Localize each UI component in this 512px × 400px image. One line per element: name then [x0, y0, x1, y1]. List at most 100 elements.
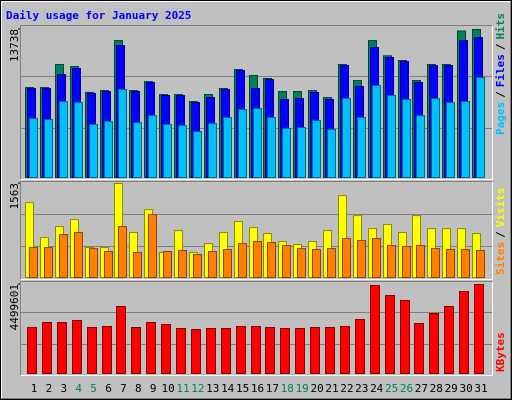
bar [59, 234, 68, 278]
bar [178, 124, 187, 178]
bevel [20, 25, 493, 180]
y-tick-label: 4499601 [8, 284, 21, 330]
bar [193, 254, 202, 278]
bar [310, 327, 320, 375]
bar [282, 245, 291, 279]
bar [342, 98, 351, 178]
bar [131, 327, 141, 375]
bar [385, 295, 395, 375]
bar [221, 327, 231, 374]
bevel [20, 181, 493, 280]
legend-entry: Files [494, 54, 507, 87]
x-tick-label: 18 [281, 382, 294, 395]
bar [251, 325, 261, 374]
bar [342, 238, 351, 278]
bar [146, 322, 156, 374]
x-tick-label: 12 [191, 382, 204, 395]
bar [253, 241, 262, 278]
bar [357, 116, 366, 179]
x-tick-label: 26 [400, 382, 413, 395]
bar [193, 130, 202, 179]
bar [400, 299, 410, 375]
bar [223, 116, 232, 179]
x-tick-label: 14 [221, 382, 235, 395]
bar [59, 101, 68, 178]
bar [372, 84, 381, 178]
bar [27, 327, 37, 375]
bar [133, 252, 142, 278]
chart-title: Daily usage for January 2025 [6, 9, 191, 22]
bar [89, 248, 98, 278]
x-tick-label: 25 [385, 382, 398, 395]
x-tick-label: 2 [46, 382, 53, 395]
bar [446, 102, 455, 178]
bar [282, 127, 291, 179]
bar [118, 88, 127, 178]
x-tick-label: 21 [325, 382, 338, 395]
bar [72, 320, 82, 374]
bar [295, 327, 305, 374]
bar [206, 327, 216, 374]
bar [327, 248, 336, 278]
legend-separator: / [494, 231, 507, 238]
x-tick-label: 7 [120, 382, 127, 395]
bar [267, 242, 276, 279]
bar [387, 95, 396, 178]
y-tick-label: 1563 [8, 183, 21, 210]
bar [459, 291, 469, 375]
bar [44, 119, 53, 178]
legend: Sites / Visits [494, 188, 507, 276]
x-tick-label: 31 [474, 382, 487, 395]
x-tick-label: 16 [251, 382, 264, 395]
bar [357, 240, 366, 278]
legend: Pages / Files / Hits [494, 13, 507, 135]
x-tick-label: 6 [105, 382, 112, 395]
bar [163, 123, 172, 178]
bar [42, 322, 52, 374]
x-tick-label: 23 [355, 382, 368, 395]
legend: KBytes [494, 332, 507, 372]
bar [431, 248, 440, 278]
bar [416, 115, 425, 178]
x-tick-label: 13 [206, 382, 219, 395]
bar [74, 232, 83, 279]
x-tick-label: 1 [31, 382, 38, 395]
bar [238, 243, 247, 278]
bar [370, 285, 380, 374]
bar [44, 247, 53, 279]
bar [148, 115, 157, 178]
x-tick-label: 4 [75, 382, 82, 395]
legend-separator: / [494, 91, 507, 98]
bar [327, 129, 336, 179]
bevel [20, 281, 493, 376]
bar [312, 120, 321, 178]
bar [267, 116, 276, 179]
bar [116, 306, 126, 374]
bar [416, 245, 425, 279]
bar [265, 327, 275, 375]
bar [208, 123, 217, 178]
bar [208, 251, 217, 279]
bar [133, 122, 142, 178]
x-tick-label: 30 [459, 382, 472, 395]
x-tick-label: 11 [176, 382, 189, 395]
bar [178, 250, 187, 279]
bar [253, 108, 262, 178]
bar [340, 325, 350, 374]
bar [104, 120, 113, 178]
legend-entry: Pages [494, 102, 507, 135]
bar [102, 325, 112, 374]
bar [446, 249, 455, 278]
bar [325, 327, 335, 375]
legend-entry: Hits [494, 13, 507, 40]
x-tick-label: 27 [415, 382, 428, 395]
x-tick-label: 15 [236, 382, 249, 395]
x-tick-label: 5 [90, 382, 97, 395]
legend-entry: Sites [494, 242, 507, 275]
bar [387, 245, 396, 279]
bar [176, 327, 186, 374]
bar [461, 249, 470, 278]
x-tick-label: 3 [60, 382, 67, 395]
